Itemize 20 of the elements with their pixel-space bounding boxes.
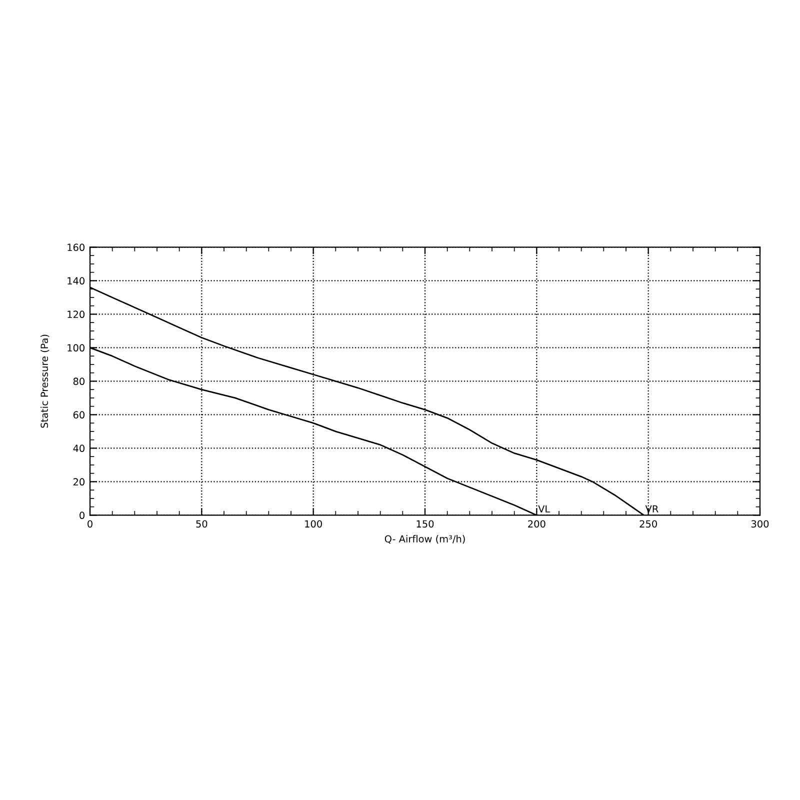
y-tick-label: 0 bbox=[80, 512, 84, 520]
y-axis-title: Static Pressure (Pa) bbox=[40, 334, 50, 428]
y-tick-label: 160 bbox=[68, 244, 84, 252]
y-tick-label: 100 bbox=[68, 344, 84, 352]
x-tick-label: 100 bbox=[305, 520, 322, 528]
x-tick-label: 200 bbox=[528, 520, 546, 528]
x-tick-label: 0 bbox=[88, 520, 92, 528]
y-tick-label: 80 bbox=[73, 378, 84, 386]
y-tick-label: 20 bbox=[73, 478, 84, 486]
y-tick-label: 60 bbox=[73, 411, 84, 419]
x-tick-label: 250 bbox=[640, 520, 657, 528]
x-tick-label: 150 bbox=[416, 520, 434, 528]
y-tick-label: 120 bbox=[68, 310, 84, 318]
x-tick-label: 50 bbox=[196, 520, 208, 528]
x-axis-title: Q- Airflow (m³/h) bbox=[384, 535, 465, 544]
x-tick-label: 300 bbox=[751, 520, 769, 528]
y-tick-label: 140 bbox=[68, 277, 84, 285]
annotation: VL bbox=[538, 505, 550, 512]
annotation: VR bbox=[645, 505, 658, 512]
y-tick-label: 40 bbox=[73, 444, 84, 452]
